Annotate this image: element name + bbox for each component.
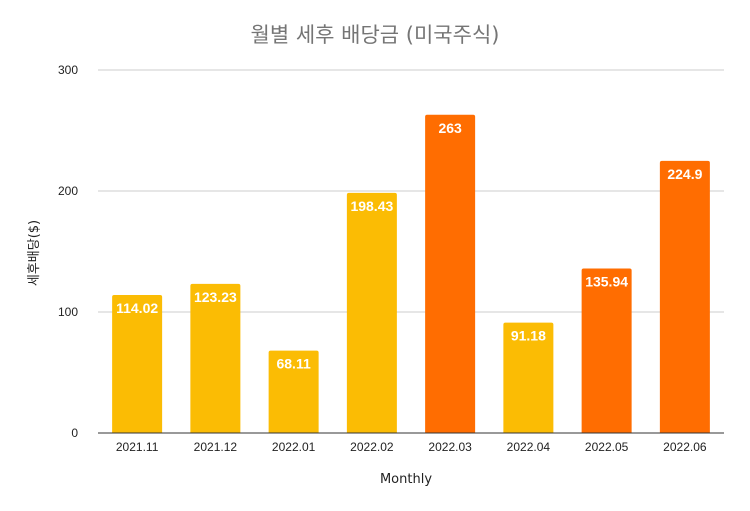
- data-label: 114.02: [116, 300, 158, 316]
- y-tick-label: 300: [58, 63, 78, 77]
- bar-2022.05: [581, 268, 632, 433]
- x-tick-label: 2022.01: [272, 440, 316, 454]
- y-tick-label: 100: [58, 305, 78, 319]
- bar-2022.04: [503, 322, 554, 433]
- data-label: 224.9: [667, 166, 702, 182]
- bar-2021.12: [190, 283, 241, 433]
- x-tick-label: 2021.11: [116, 440, 159, 454]
- x-axis-ticks: 2021.11 2021.12 2022.01 2022.02 2022.03 2022.…: [116, 440, 707, 454]
- x-tick-label: 2021.12: [194, 440, 238, 454]
- data-label: 263: [438, 120, 462, 136]
- bar-2022.01: [268, 350, 319, 433]
- bar-2022.03: [425, 114, 476, 434]
- bar-2022.02: [346, 192, 397, 433]
- bars: [112, 114, 710, 434]
- data-label: 198.43: [350, 198, 393, 214]
- x-tick-label: 2022.02: [350, 440, 394, 454]
- x-tick-label: 2022.04: [507, 440, 551, 454]
- x-axis-title: Monthly: [380, 472, 432, 487]
- chart-title: 월별 세후 배당금 (미국주식): [251, 23, 500, 47]
- bar-2022.06: [659, 160, 710, 433]
- x-tick-label: 2022.06: [663, 440, 707, 454]
- data-labels: 114.02 123.23 68.11 198.43 263 91.18 135.94 224…: [116, 120, 703, 372]
- y-axis-ticks: 0 100 200 300: [58, 63, 78, 440]
- y-tick-label: 0: [71, 426, 78, 440]
- x-tick-label: 2022.03: [428, 440, 472, 454]
- y-tick-label: 200: [58, 184, 78, 198]
- x-tick-label: 2022.05: [585, 440, 629, 454]
- bar-2021.11: [112, 295, 163, 433]
- data-label: 135.94: [585, 274, 628, 290]
- data-label: 68.11: [276, 356, 310, 372]
- data-label: 123.23: [194, 289, 237, 305]
- y-axis-title: 세후배당($): [27, 220, 42, 286]
- data-label: 91.18: [511, 328, 546, 344]
